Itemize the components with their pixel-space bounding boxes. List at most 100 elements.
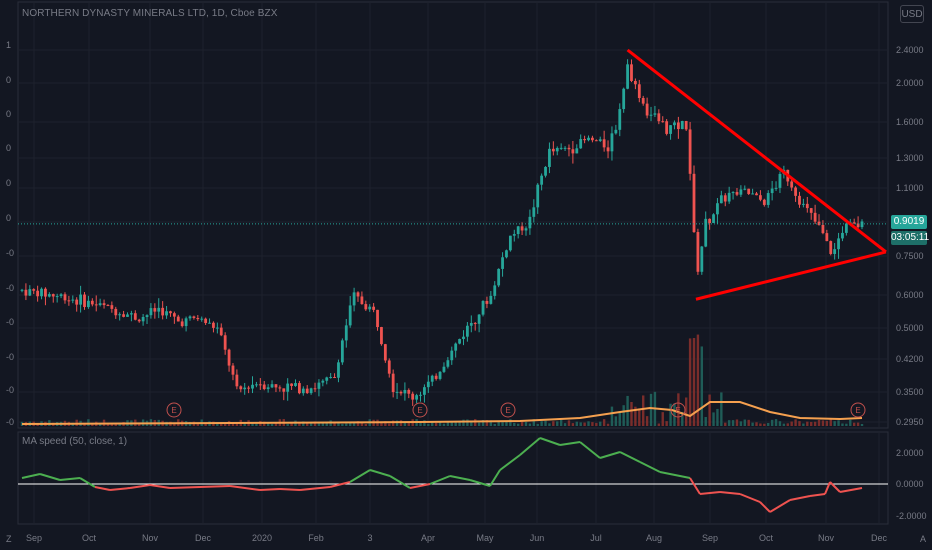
volume-bar [325,421,328,426]
volume-bar [786,423,789,426]
left-axis-tick: -0 [6,385,14,395]
candle-body [235,374,239,387]
volume-bar [403,422,407,426]
candle-body [641,98,645,104]
price-axis-tick: 0.7500 [896,251,924,261]
triangle-upper-line [626,48,887,254]
volume-bar [645,416,649,426]
candle-body [372,306,376,310]
price-axis-tick: 1.6000 [896,117,924,127]
volume-bar [477,422,481,426]
volume-bar [466,419,469,426]
ma-speed-segment [329,481,351,488]
volume-bar [91,423,94,426]
candle-body [247,387,251,389]
candle-body [434,375,438,379]
volume-bar [610,406,614,426]
candles [20,59,864,426]
candle-body [653,113,657,115]
volume-bar [571,423,575,426]
price-axis-tick: 0.6000 [896,290,924,300]
zoom-toggle-button[interactable]: Z [6,534,12,544]
candle-body [481,300,485,315]
left-axis-tick: 0 [6,75,11,85]
price-axis-tick: 2.0000 [896,78,924,88]
volume-bar [454,421,457,426]
candle-body [110,305,114,309]
volume-bar [380,422,383,426]
time-axis-tick: Aug [646,533,662,543]
volume-bar [782,423,786,426]
auto-scale-button[interactable]: A [920,534,927,544]
left-axis-tick: 1 [6,40,11,50]
candle-body [383,344,387,361]
ma-speed-segment [619,451,641,463]
candle-body [551,148,555,152]
last-price-tag: 0.9019 [891,215,927,229]
candle-body [348,305,352,326]
candle-body [497,268,501,286]
left-axis-tick: -0 [6,352,14,362]
currency-button[interactable]: USD [900,5,924,23]
ma-speed-segment [129,484,151,489]
volume-bar [434,422,438,426]
candle-body [137,319,141,322]
candle-body [40,288,43,297]
candle-body [188,316,192,319]
volume-bar [595,422,598,426]
ma-speed-segment [369,469,391,477]
volume-bar [348,422,352,426]
volume-bar [622,405,625,426]
candle-body [204,318,208,324]
earnings-marker-circle [670,402,686,418]
left-axis-tick: 0 [6,143,11,153]
volume-bar [520,421,524,426]
volume-bar [231,423,235,426]
volume-bar [704,417,707,426]
volume-bar [798,421,801,426]
candle-body [821,224,825,234]
time-axis-tick: Jul [590,533,602,543]
volume-bar [110,423,114,426]
indicator-axis-tick: 0.0000 [896,479,924,489]
ma-speed-segment [94,486,111,491]
volume-bar [673,403,676,426]
candle-body [309,388,313,394]
time-axis-tick: Feb [308,533,324,543]
time-axis-tick: 2020 [252,533,272,543]
candle-body [79,294,83,305]
volume-bar [274,423,278,426]
volume-bar [802,423,805,426]
ma-speed-segment [469,479,491,487]
volume-bar [438,421,442,426]
candle-body [223,335,227,350]
candle-body [102,303,106,306]
ma-speed-segment [739,493,761,503]
candle-body [356,292,360,297]
candle-body [63,294,67,301]
ma-speed-segment [579,441,601,459]
candle-body [598,139,602,141]
candle-body [415,395,419,400]
candle-body [688,129,692,174]
candle-body [766,193,770,205]
volume-bar [489,420,493,426]
candle-body [305,388,309,394]
candle-body [399,391,403,394]
volume-bar [845,423,848,426]
candle-body [176,316,180,322]
candle-body [126,314,129,317]
time-axis-tick: Oct [759,533,774,543]
candle-body [32,289,36,291]
volume-bar [735,419,739,426]
volume-bar [462,419,465,426]
ma-speed-segment [539,437,561,446]
candle-body [321,380,325,383]
volume-bar [532,419,536,426]
ma-speed-segment [229,485,261,491]
time-axis-tick: Apr [421,533,435,543]
volume-bar [266,422,270,426]
left-axis-tick: -0 [6,317,14,327]
candle-body [731,192,735,194]
